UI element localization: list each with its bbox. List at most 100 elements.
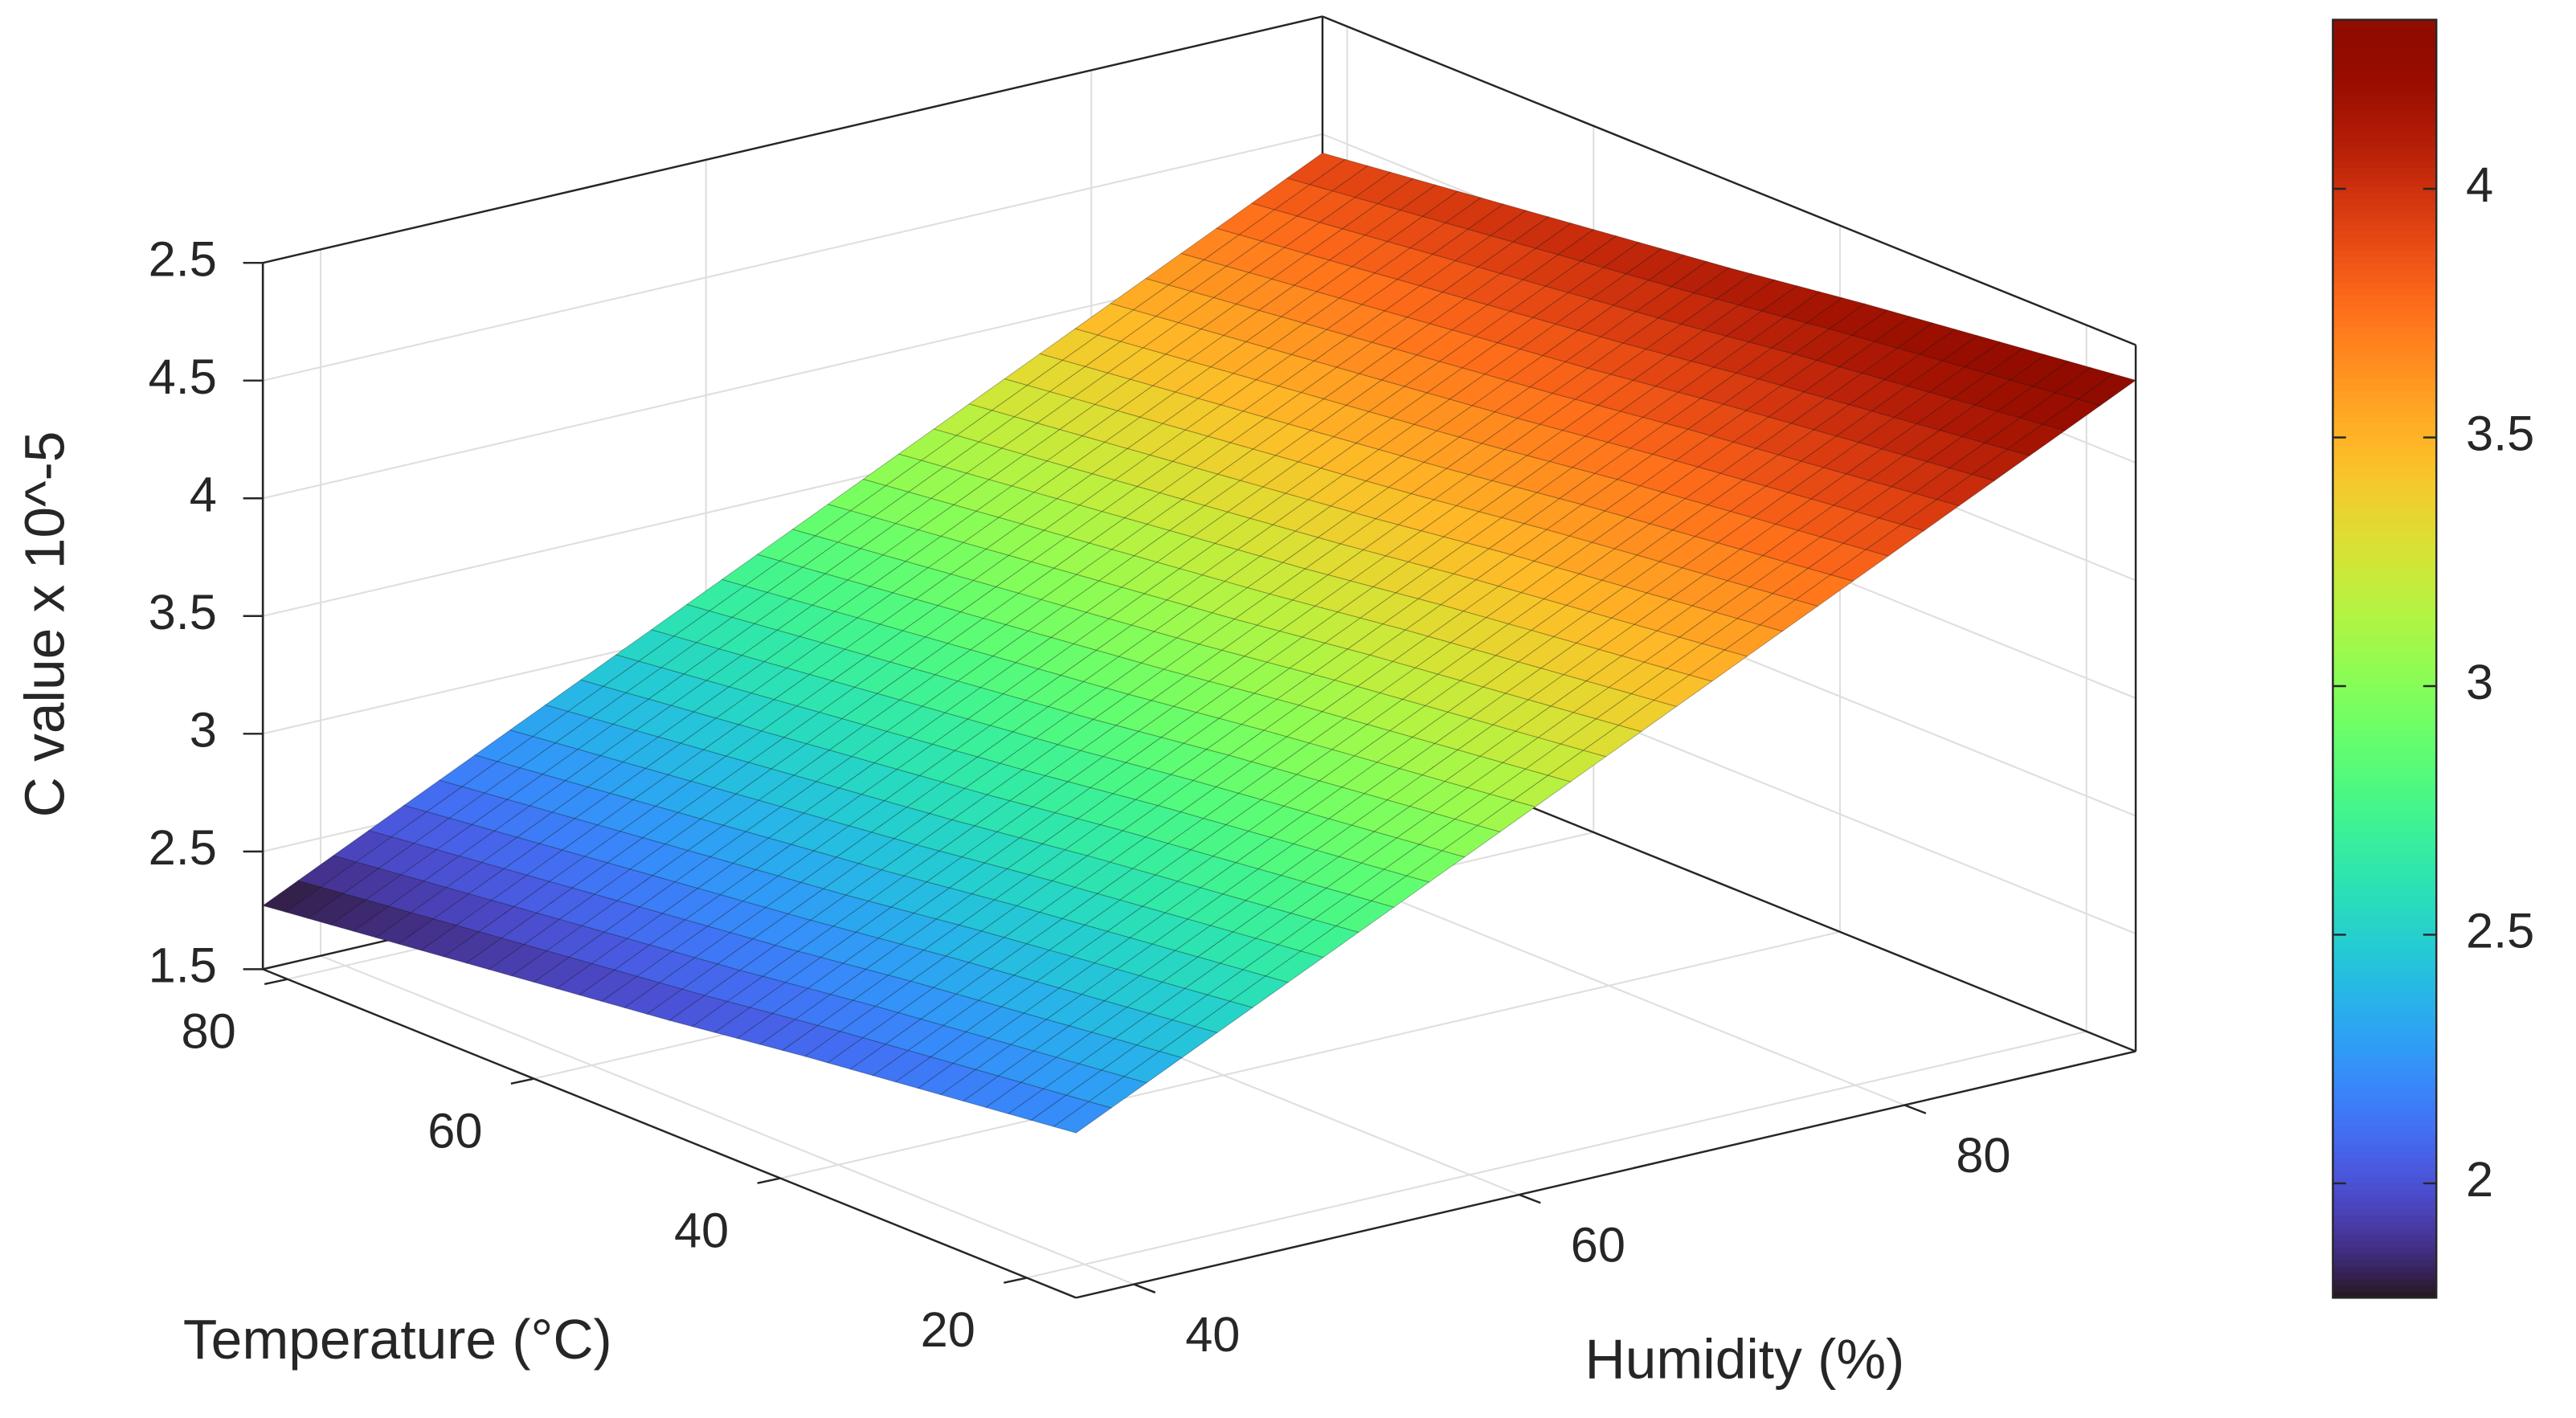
surface-facet (921, 680, 982, 713)
colorbar-swatch (2333, 179, 2437, 187)
surface-facet (1752, 492, 1812, 525)
colorbar-swatch (2333, 1163, 2437, 1171)
surface-patch (956, 529, 1306, 721)
colorbar-swatch (2333, 102, 2437, 111)
colorbar-swatch (2333, 403, 2437, 411)
colorbar-swatch (2333, 1176, 2437, 1184)
colorbar-swatch (2333, 627, 2437, 635)
colorbar-swatch (2333, 1220, 2437, 1229)
colorbar-swatch (2333, 428, 2437, 436)
colorbar-swatch (2333, 658, 2437, 667)
colorbar-frame (2332, 18, 2438, 1299)
z-tick-label: 1.5 (149, 938, 217, 993)
colorbar-swatch (2333, 141, 2437, 149)
colorbar-swatch (2333, 249, 2437, 258)
colorbar-swatch (2333, 71, 2437, 79)
colorbar-swatch (2333, 742, 2437, 750)
colorbar-swatch (2333, 588, 2437, 596)
colorbar-swatch (2333, 435, 2437, 443)
colorbar-swatch (2333, 978, 2437, 986)
z-tick-label: 3.5 (149, 584, 217, 640)
colorbar-swatch (2333, 320, 2437, 328)
surface-patch (1787, 341, 2137, 532)
colorbar-swatch (2333, 575, 2437, 583)
colorbar-swatch (2333, 281, 2437, 289)
surface-facet (1481, 418, 1541, 450)
y-tick (510, 1077, 534, 1085)
colorbar-swatch (2333, 377, 2437, 386)
colorbar-swatch (2333, 390, 2437, 398)
colorbar-swatch (2333, 664, 2437, 673)
colorbar-swatch (2333, 90, 2437, 98)
grid-line (262, 133, 1323, 382)
surface-facet (862, 453, 922, 486)
colorbar-swatch (2333, 160, 2437, 168)
colorbar-swatch (2333, 1246, 2437, 1254)
colorbar-swatch (2333, 671, 2437, 680)
colorbar-swatch (2333, 933, 2437, 942)
surface-facet (574, 792, 634, 826)
colorbar-swatch (2333, 774, 2437, 782)
colorbar-swatch (2333, 1227, 2437, 1235)
colorbar-swatch (2333, 128, 2437, 136)
colorbar-swatch (2333, 562, 2437, 570)
colorbar-swatch (2333, 792, 2437, 801)
colorbar-swatch (2333, 275, 2437, 283)
colorbar-swatch (2333, 192, 2437, 200)
colorbar-swatch (2333, 1055, 2437, 1063)
surface-facet (980, 905, 1041, 938)
colorbar-swatch (2333, 901, 2437, 909)
surface-facet (1269, 568, 1329, 601)
surface-patch (685, 453, 1036, 644)
surface-patch (1151, 793, 1501, 983)
colorbar-swatch (2333, 997, 2437, 1005)
y-tick (264, 978, 288, 986)
colorbar-swatch (2333, 1125, 2437, 1133)
colorbar-swatch (2333, 173, 2437, 181)
colorbar-swatch (2333, 441, 2437, 449)
colorbar-swatch (2333, 652, 2437, 660)
colorbar-swatch (2333, 1099, 2437, 1107)
colorbar-swatch (2333, 1189, 2437, 1197)
surface-facet (1209, 341, 1270, 374)
colorbar-swatch (2333, 754, 2437, 762)
surface-facet (1616, 453, 1677, 487)
colorbar-swatch (2333, 735, 2437, 743)
colorbar-swatch (2333, 1131, 2437, 1139)
colorbar-swatch (2333, 255, 2437, 264)
colorbar-swatch (2333, 383, 2437, 392)
surface-facet (844, 869, 906, 902)
colorbar-swatch (2333, 780, 2437, 788)
surface-facet (1327, 793, 1388, 826)
colorbar-swatch (2333, 703, 2437, 711)
colorbar-swatch (2333, 1105, 2437, 1114)
colorbar-swatch (2333, 1067, 2437, 1076)
colorbar-swatch (2333, 1138, 2437, 1146)
colorbar-swatch (2333, 1118, 2437, 1126)
colorbar-swatch (2333, 45, 2437, 53)
colorbar-swatch (2333, 761, 2437, 769)
colorbar-swatch (2333, 492, 2437, 501)
colorbar-swatch (2333, 313, 2437, 321)
colorbar-swatch (2333, 1150, 2437, 1159)
y-tick (1004, 1277, 1028, 1284)
colorbar-swatch (2333, 1093, 2437, 1101)
surface-patch (1380, 229, 1731, 419)
colorbar-swatch (2333, 1278, 2437, 1286)
colorbar-swatch (2333, 1233, 2437, 1241)
colorbar-swatch (2333, 166, 2437, 174)
z-tick-label: 4.5 (149, 349, 217, 404)
x-tick-label: 60 (1571, 1217, 1625, 1273)
surface-patch (261, 754, 611, 945)
colorbar-swatch (2333, 115, 2437, 124)
colorbar-swatch (2333, 939, 2437, 948)
surface-facet (438, 754, 499, 787)
colorbar-swatch (2333, 1073, 2437, 1082)
colorbar-swatch (2333, 844, 2437, 852)
colorbar-swatch (2333, 537, 2437, 545)
colorbar-swatch (2333, 345, 2437, 353)
surface-facet (1116, 943, 1176, 976)
colorbar-swatch (2333, 39, 2437, 47)
colorbar-swatch (2333, 326, 2437, 334)
colorbar-tick-label: 2 (2466, 1151, 2493, 1207)
